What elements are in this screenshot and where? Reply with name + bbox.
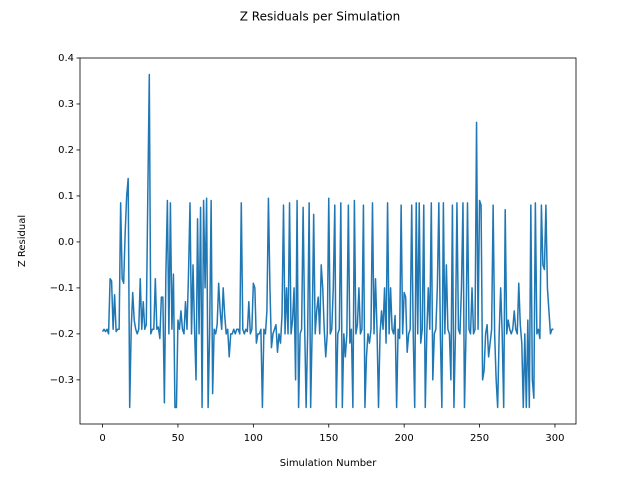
x-tick-label: 100 (244, 433, 263, 444)
chart-title: Z Residuals per Simulation (240, 10, 400, 24)
y-tick-label: 0.1 (58, 191, 74, 202)
y-tick-label: 0.2 (58, 145, 74, 156)
line-series (101, 73, 554, 409)
y-tick-label: −0.1 (50, 283, 74, 294)
y-tick-label: 0.4 (58, 53, 74, 64)
x-axis-label: Simulation Number (280, 458, 378, 469)
x-tick-label: 150 (319, 433, 338, 444)
x-tick-label: 50 (172, 433, 185, 444)
x-tick-label: 0 (99, 433, 105, 444)
plot-frame (79, 57, 577, 425)
y-tick-label: −0.3 (50, 375, 74, 386)
y-axis-label: Z Residual (17, 215, 28, 267)
x-tick-label: 300 (545, 433, 564, 444)
y-tick-label: 0.3 (58, 99, 74, 110)
y-tick-label: 0.0 (58, 237, 74, 248)
x-tick-label: 200 (395, 433, 414, 444)
y-tick-label: −0.2 (50, 329, 74, 340)
x-tick-label: 250 (470, 433, 489, 444)
